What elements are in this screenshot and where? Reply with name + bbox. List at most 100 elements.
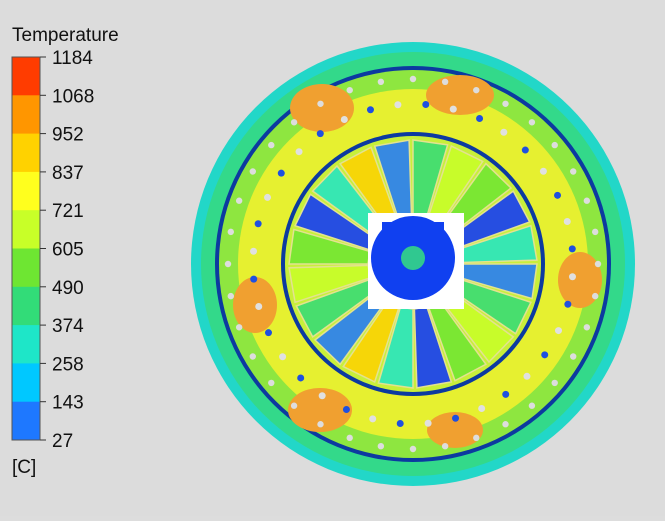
color-band xyxy=(12,325,40,364)
hole xyxy=(277,169,285,177)
hole xyxy=(591,228,599,236)
hole xyxy=(583,197,591,204)
hole xyxy=(551,379,558,387)
hole xyxy=(554,191,562,199)
hole xyxy=(422,101,430,109)
hole xyxy=(551,141,558,149)
color-band xyxy=(12,363,40,403)
hot-spot xyxy=(288,388,352,432)
legend-label: 952 xyxy=(52,125,84,146)
hole xyxy=(528,402,536,409)
color-band xyxy=(12,57,40,96)
hole xyxy=(227,228,235,236)
hole xyxy=(541,351,549,359)
hole xyxy=(554,327,562,335)
legend: 1184 1068 952 837 721 605 490 374 258 143 27 xyxy=(11,48,94,452)
legend-label: 1184 xyxy=(52,48,93,69)
hole xyxy=(346,434,353,442)
hole xyxy=(502,421,509,428)
hole xyxy=(594,260,602,268)
hole xyxy=(478,405,486,413)
hole xyxy=(227,292,235,300)
hole xyxy=(235,197,243,204)
hole xyxy=(441,442,449,450)
legend-label: 490 xyxy=(52,278,84,299)
hot-spot xyxy=(558,252,602,308)
hole xyxy=(346,86,353,94)
hole xyxy=(570,353,577,360)
legend-label: 143 xyxy=(52,393,84,414)
hole xyxy=(249,353,256,360)
hole xyxy=(539,167,547,175)
hole xyxy=(564,300,572,308)
hole xyxy=(570,168,577,175)
hole xyxy=(476,115,484,123)
hole xyxy=(502,390,510,398)
hole xyxy=(394,101,402,109)
color-band xyxy=(12,95,40,135)
hole xyxy=(473,434,480,442)
hole xyxy=(290,119,298,126)
hole xyxy=(255,303,263,311)
hole xyxy=(318,392,326,400)
legend-label: 27 xyxy=(52,431,73,452)
hole xyxy=(441,78,449,86)
hole xyxy=(591,292,599,300)
legend-title: Temperature xyxy=(12,25,119,46)
hole xyxy=(249,168,256,175)
hot-spot xyxy=(427,412,483,448)
legend-label: 374 xyxy=(52,316,84,337)
hole xyxy=(268,379,275,387)
hole xyxy=(342,405,350,413)
hole xyxy=(254,220,262,228)
hole xyxy=(424,419,432,427)
hole xyxy=(250,275,258,283)
legend-label: 1068 xyxy=(52,86,94,107)
hole xyxy=(563,217,571,225)
hole xyxy=(523,372,531,380)
color-band xyxy=(12,171,40,211)
hole xyxy=(290,402,298,409)
disc-contour xyxy=(191,42,635,486)
hole xyxy=(297,374,305,382)
hole xyxy=(409,75,417,83)
hole xyxy=(528,119,536,126)
hole xyxy=(377,78,385,86)
hole xyxy=(521,146,529,154)
legend-label: 721 xyxy=(52,201,84,222)
hole xyxy=(473,86,480,94)
legend-label: 837 xyxy=(52,163,84,184)
hole xyxy=(316,130,324,138)
hole xyxy=(366,106,374,114)
color-band xyxy=(12,248,40,288)
hole xyxy=(235,324,243,331)
legend-label: 258 xyxy=(52,354,84,375)
hole xyxy=(295,148,303,156)
hole xyxy=(583,324,591,331)
hole xyxy=(377,442,385,450)
hot-spot xyxy=(290,84,354,132)
hole xyxy=(396,419,404,427)
color-band xyxy=(12,401,40,441)
hole xyxy=(340,115,348,123)
hole xyxy=(250,247,258,255)
hole xyxy=(568,245,576,253)
hole xyxy=(264,329,272,337)
hub-center xyxy=(401,246,425,270)
legend-label: 605 xyxy=(52,240,84,261)
color-band xyxy=(12,133,40,173)
hole xyxy=(502,100,509,107)
color-band xyxy=(12,210,40,249)
hole xyxy=(279,353,287,361)
hole xyxy=(500,128,508,136)
hole xyxy=(264,193,272,201)
hole xyxy=(317,100,324,107)
hole xyxy=(224,260,232,268)
color-band xyxy=(12,286,40,326)
legend-unit: [C] xyxy=(12,457,36,478)
hole xyxy=(369,415,377,423)
hole xyxy=(409,445,417,453)
hot-spot xyxy=(233,277,277,333)
hole xyxy=(449,105,457,113)
